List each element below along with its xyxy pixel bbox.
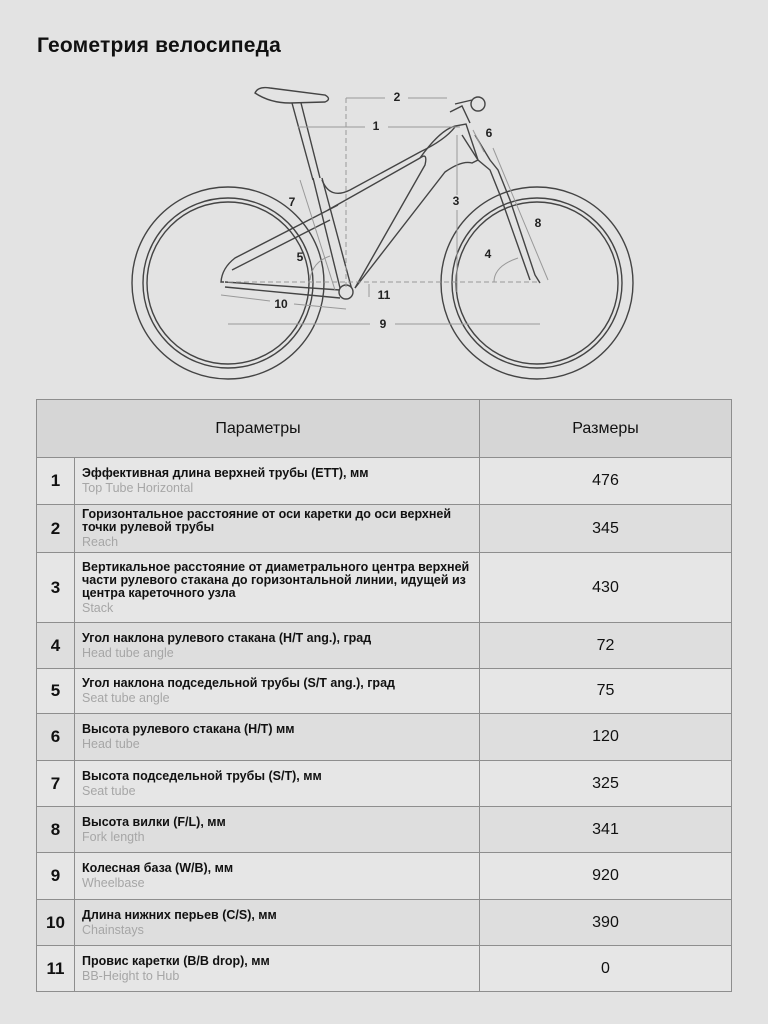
row-number: 7 bbox=[36, 760, 75, 807]
param-name-ru: Высота вилки (F/L), мм bbox=[82, 814, 226, 829]
param-cell: Угол наклона подседельной трубы (S/T ang… bbox=[74, 668, 480, 714]
row-number: 5 bbox=[36, 668, 75, 714]
param-name-en: Seat tube bbox=[82, 783, 136, 798]
table-row: 10 Длина нижних перьев (C/S), мм Chainsta… bbox=[36, 899, 732, 946]
bike-geometry-diagram: 1 2 3 4 5 6 7 8 9 10 11 bbox=[131, 86, 634, 380]
bike-outline bbox=[131, 86, 634, 380]
param-cell: Горизонтальное расстояние от оси каретки… bbox=[74, 504, 480, 553]
dimension-lines bbox=[220, 97, 549, 325]
param-name-ru: Угол наклона рулевого стакана (H/T ang.)… bbox=[82, 630, 372, 645]
row-number: 9 bbox=[36, 852, 75, 900]
diagram-label-9: 9 bbox=[380, 317, 387, 331]
param-cell: Вертикальное расстояние от диаметральног… bbox=[74, 552, 480, 623]
param-name-en: Head tube bbox=[82, 737, 140, 751]
table-row: 4 Угол наклона рулевого стакана (H/T ang… bbox=[36, 622, 732, 669]
size-value: 72 bbox=[479, 622, 732, 669]
param-name-en: Fork length bbox=[82, 829, 145, 844]
diagram-label-1: 1 bbox=[373, 119, 380, 133]
param-cell: Колесная база (W/B), мм Wheelbase bbox=[74, 852, 480, 900]
size-value: 345 bbox=[479, 504, 732, 553]
param-name-ru: Вертикальное расстояние от диаметральног… bbox=[82, 559, 470, 600]
size-value: 430 bbox=[479, 552, 732, 623]
row-number: 10 bbox=[36, 899, 75, 946]
saddle bbox=[254, 86, 330, 104]
diagram-label-5: 5 bbox=[297, 250, 304, 264]
diagram-label-7: 7 bbox=[289, 195, 296, 209]
param-cell: Высота рулевого стакана (H/T) мм Head tub… bbox=[74, 713, 480, 761]
size-value: 390 bbox=[479, 899, 732, 946]
size-value: 0 bbox=[479, 945, 732, 992]
diagram-label-4: 4 bbox=[485, 247, 492, 261]
table-row: 1 Эффективная длина верхней трубы (ETT),… bbox=[36, 457, 732, 505]
param-cell: Высота вилки (F/L), мм Fork length bbox=[74, 806, 480, 853]
table-row: 8 Высота вилки (F/L), мм Fork length 341 bbox=[36, 806, 732, 853]
size-value: 75 bbox=[479, 668, 732, 714]
row-number: 1 bbox=[36, 457, 75, 505]
header-params: Параметры bbox=[36, 399, 480, 458]
size-value: 476 bbox=[479, 457, 732, 505]
table-row: 9 Колесная база (W/B), мм Wheelbase 920 bbox=[36, 852, 732, 900]
param-name-ru: Высота подседельной трубы (S/T), мм bbox=[82, 768, 322, 783]
table-header: Параметры Размеры bbox=[36, 399, 732, 458]
param-name-en: Reach bbox=[82, 535, 119, 549]
page-title: Геометрия велосипеда bbox=[37, 34, 282, 57]
param-cell: Угол наклона рулевого стакана (H/T ang.)… bbox=[74, 622, 480, 669]
size-value: 325 bbox=[479, 760, 732, 807]
front-wheel bbox=[440, 186, 634, 380]
diagram-label-2: 2 bbox=[394, 90, 401, 104]
param-name-en: Seat tube angle bbox=[82, 691, 170, 705]
size-value: 120 bbox=[479, 713, 732, 761]
param-cell: Длина нижних перьев (C/S), мм Chainstays bbox=[74, 899, 480, 946]
param-name-en: Wheelbase bbox=[82, 876, 145, 890]
table-row: 3 Вертикальное расстояние от диаметральн… bbox=[36, 552, 732, 623]
row-number: 11 bbox=[36, 945, 75, 992]
diagram-label-8: 8 bbox=[535, 216, 542, 230]
param-name-ru: Эффективная длина верхней трубы (ETT), м… bbox=[82, 466, 369, 480]
row-number: 4 bbox=[36, 622, 75, 669]
table-row: 6 Высота рулевого стакана (H/T) мм Head t… bbox=[36, 713, 732, 761]
size-value: 920 bbox=[479, 852, 732, 900]
param-name-ru: Горизонтальное расстояние от оси каретки… bbox=[82, 507, 452, 534]
row-number: 2 bbox=[36, 504, 75, 553]
param-name-ru: Провис каретки (B/B drop), мм bbox=[82, 953, 270, 968]
header-sizes: Размеры bbox=[479, 399, 732, 458]
param-name-en: Top Tube Horizontal bbox=[82, 481, 194, 495]
table-row: 11 Провис каретки (B/B drop), мм BB-Heigh… bbox=[36, 945, 732, 992]
rear-wheel bbox=[131, 186, 325, 380]
diagram-label-10: 10 bbox=[274, 297, 288, 311]
table-row: 7 Высота подседельной трубы (S/T), мм Sea… bbox=[36, 760, 732, 807]
param-name-en: BB-Height to Hub bbox=[82, 968, 180, 983]
row-number: 6 bbox=[36, 713, 75, 761]
param-name-en: Head tube angle bbox=[82, 645, 174, 660]
param-name-en: Stack bbox=[82, 600, 114, 615]
size-value: 341 bbox=[479, 806, 732, 853]
param-name-ru: Колесная база (W/B), мм bbox=[82, 861, 234, 875]
diagram-label-11: 11 bbox=[378, 288, 391, 302]
geometry-table: Параметры Размеры 1 Эффективная длина ве… bbox=[36, 399, 732, 992]
diagram-label-6: 6 bbox=[486, 126, 493, 140]
row-number: 3 bbox=[36, 552, 75, 623]
param-name-ru: Высота рулевого стакана (H/T) мм bbox=[82, 722, 295, 736]
param-name-ru: Длина нижних перьев (C/S), мм bbox=[82, 907, 277, 922]
param-cell: Провис каретки (B/B drop), мм BB-Height t… bbox=[74, 945, 480, 992]
diagram-label-3: 3 bbox=[453, 194, 460, 208]
row-number: 8 bbox=[36, 806, 75, 853]
table-row: 5 Угол наклона подседельной трубы (S/T a… bbox=[36, 668, 732, 714]
param-name-en: Chainstays bbox=[82, 922, 144, 937]
param-cell: Эффективная длина верхней трубы (ETT), м… bbox=[74, 457, 480, 505]
param-cell: Высота подседельной трубы (S/T), мм Seat … bbox=[74, 760, 480, 807]
param-name-ru: Угол наклона подседельной трубы (S/T ang… bbox=[82, 676, 395, 690]
table-row: 2 Горизонтальное расстояние от оси карет… bbox=[36, 504, 732, 553]
